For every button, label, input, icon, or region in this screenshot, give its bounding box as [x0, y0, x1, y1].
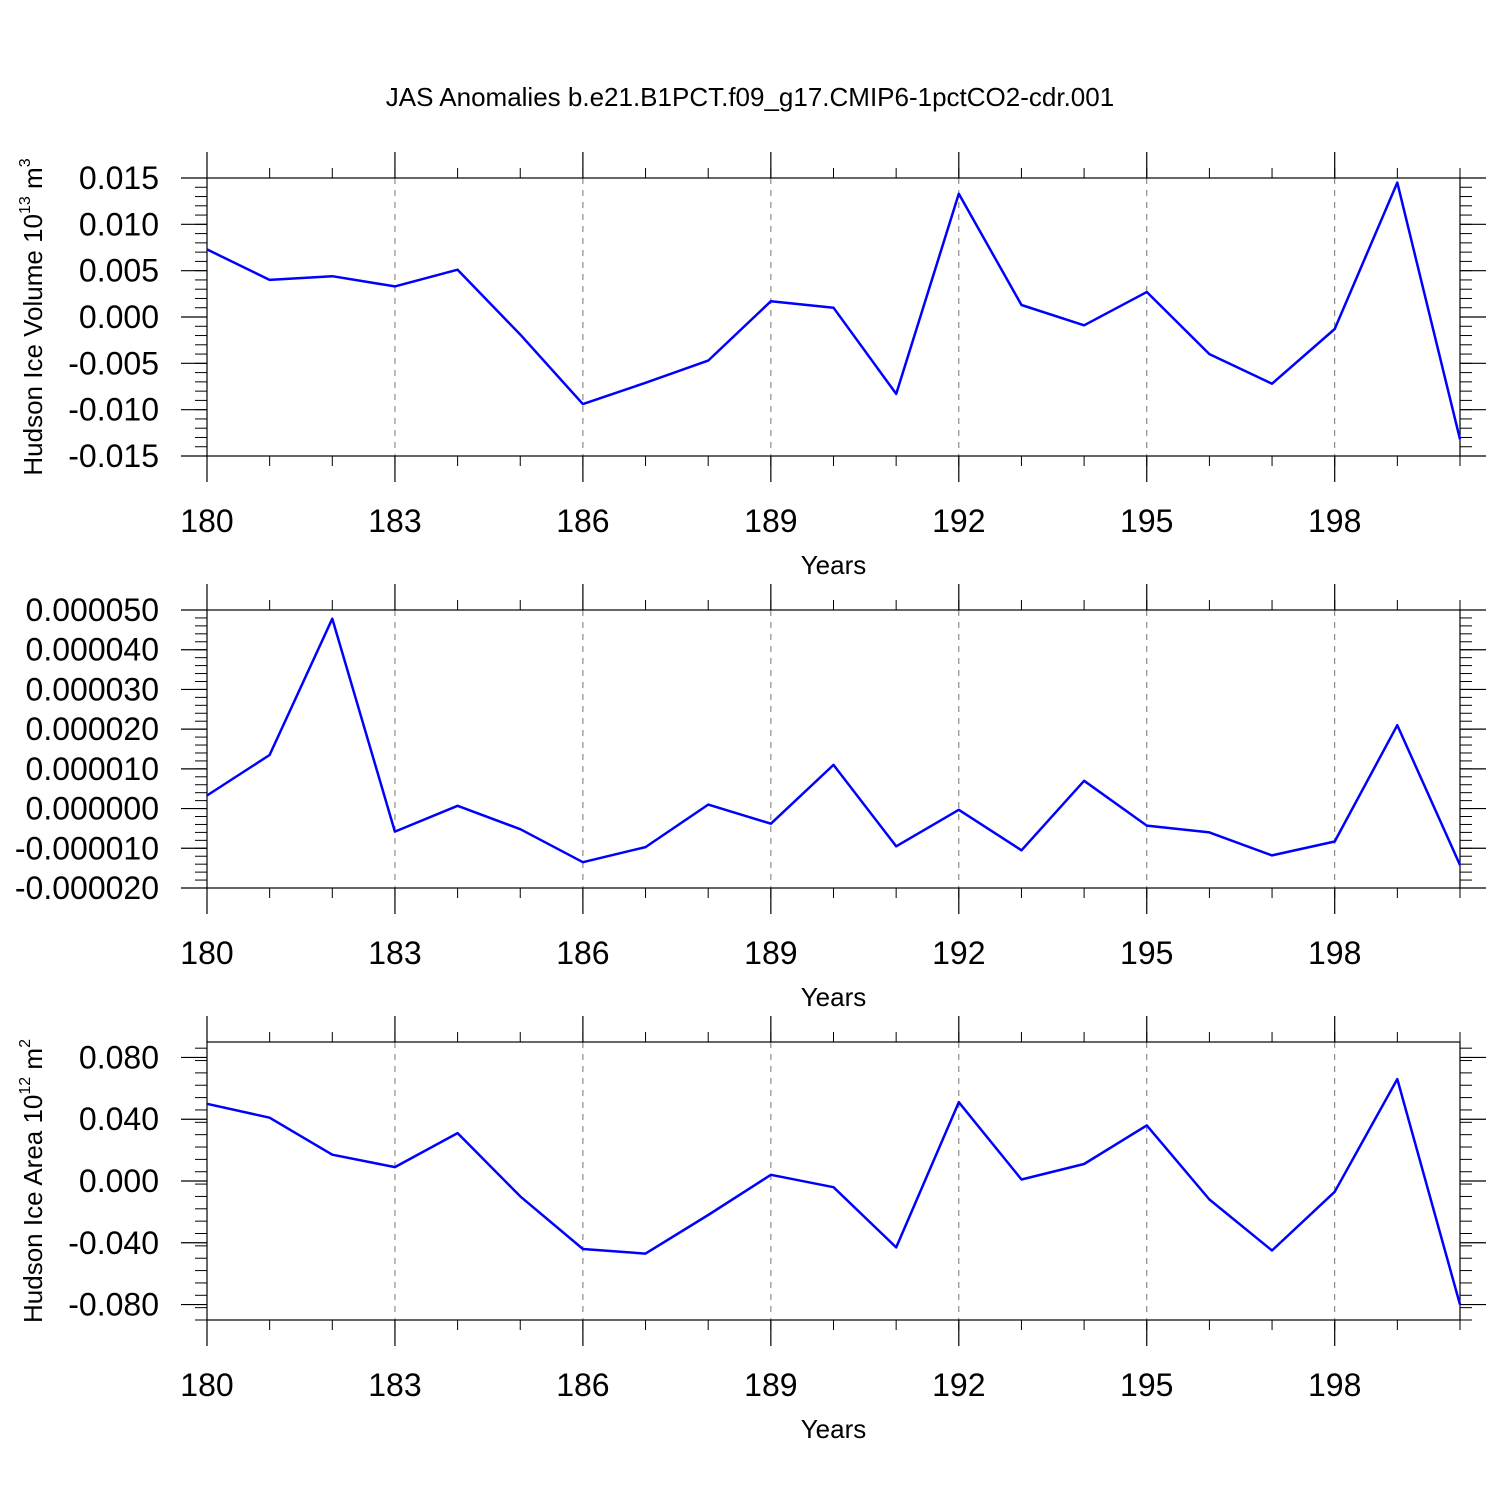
- x-tick-label: 180: [180, 503, 233, 539]
- y-tick-label: 0.015: [79, 160, 159, 196]
- x-tick-label: 180: [180, 1367, 233, 1403]
- x-tick-label: 183: [368, 503, 421, 539]
- y-tick-label: 0.000: [79, 1163, 159, 1199]
- x-tick-label: 186: [556, 1367, 609, 1403]
- y-axis-title-part: m: [18, 1048, 48, 1077]
- x-tick-label: 192: [932, 935, 985, 971]
- panels: 180 183 186 189 192 195 198 Years 0.015 0.010 0.00…: [15, 152, 1486, 1444]
- y-axis-title: Hudson Ice Volume 1013 m3: [17, 158, 48, 475]
- chart-panel-3: 180 183 186 189 192 195 198 Years 0.080 0.040 0.00…: [17, 1016, 1486, 1444]
- chart-panel-1: 180 183 186 189 192 195 198 Years 0.015 0.010 0.00…: [17, 152, 1486, 580]
- y-tick-label: 0.080: [79, 1039, 159, 1075]
- x-tick-label: 189: [744, 503, 797, 539]
- x-tick-label: 183: [368, 935, 421, 971]
- y-tick-label: 0.000050: [26, 592, 159, 628]
- y-tick-label: -0.000010: [15, 830, 159, 866]
- x-tick-label: 195: [1120, 1367, 1173, 1403]
- x-tick-label: 189: [744, 935, 797, 971]
- y-tick-label: 0.000: [79, 299, 159, 335]
- x-tick-label: 192: [932, 1367, 985, 1403]
- y-tick-label: 0.000030: [26, 671, 159, 707]
- x-axis-title: Years: [801, 1414, 867, 1444]
- x-tick-label: 195: [1120, 935, 1173, 971]
- y-tick-label: -0.040: [68, 1225, 159, 1261]
- y-tick-label: 0.010: [79, 206, 159, 242]
- chart-panel-2: 180 183 186 189 192 195 198 Years 0.000050 0.0000…: [15, 584, 1486, 1012]
- y-tick-label: 0.000010: [26, 751, 159, 787]
- x-tick-label: 198: [1308, 935, 1361, 971]
- y-tick-label: 0.000020: [26, 711, 159, 747]
- y-tick-label: -0.010: [68, 392, 159, 428]
- y-axis-title-superscript: 12: [17, 1077, 34, 1095]
- x-tick-label: 198: [1308, 1367, 1361, 1403]
- y-tick-label: 0.000000: [26, 791, 159, 827]
- x-tick-label: 195: [1120, 503, 1173, 539]
- y-tick-label: 0.040: [79, 1101, 159, 1137]
- y-tick-label: -0.005: [68, 345, 159, 381]
- x-tick-label: 189: [744, 1367, 797, 1403]
- figure-title: JAS Anomalies b.e21.B1PCT.f09_g17.CMIP6-…: [386, 82, 1114, 112]
- y-axis-title-superscript: 13: [17, 196, 34, 214]
- series-line: [206, 617, 1462, 866]
- x-tick-label: 186: [556, 935, 609, 971]
- y-tick-label: -0.015: [68, 438, 159, 474]
- series-line: [206, 181, 1462, 440]
- y-axis-title-part: m: [18, 167, 48, 196]
- y-tick-label: -0.000020: [15, 870, 159, 906]
- x-tick-label: 180: [180, 935, 233, 971]
- y-axis-title-superscript: 3: [17, 158, 34, 167]
- x-tick-label: 186: [556, 503, 609, 539]
- x-tick-label: 192: [932, 503, 985, 539]
- y-tick-label: 0.000040: [26, 632, 159, 668]
- x-tick-label: 198: [1308, 503, 1361, 539]
- y-axis-title-part: Hudson Ice Area 10: [18, 1095, 48, 1323]
- y-axis-title-superscript: 2: [17, 1039, 34, 1048]
- y-tick-label: -0.080: [68, 1287, 159, 1323]
- x-axis-title: Years: [801, 550, 867, 580]
- y-tick-label: 0.005: [79, 253, 159, 289]
- x-axis-title: Years: [801, 982, 867, 1012]
- series-line: [206, 1077, 1462, 1305]
- x-tick-label: 183: [368, 1367, 421, 1403]
- y-axis-title-part: Hudson Ice Volume 10: [18, 214, 48, 476]
- y-axis-title: Hudson Ice Area 1012 m2: [17, 1039, 48, 1323]
